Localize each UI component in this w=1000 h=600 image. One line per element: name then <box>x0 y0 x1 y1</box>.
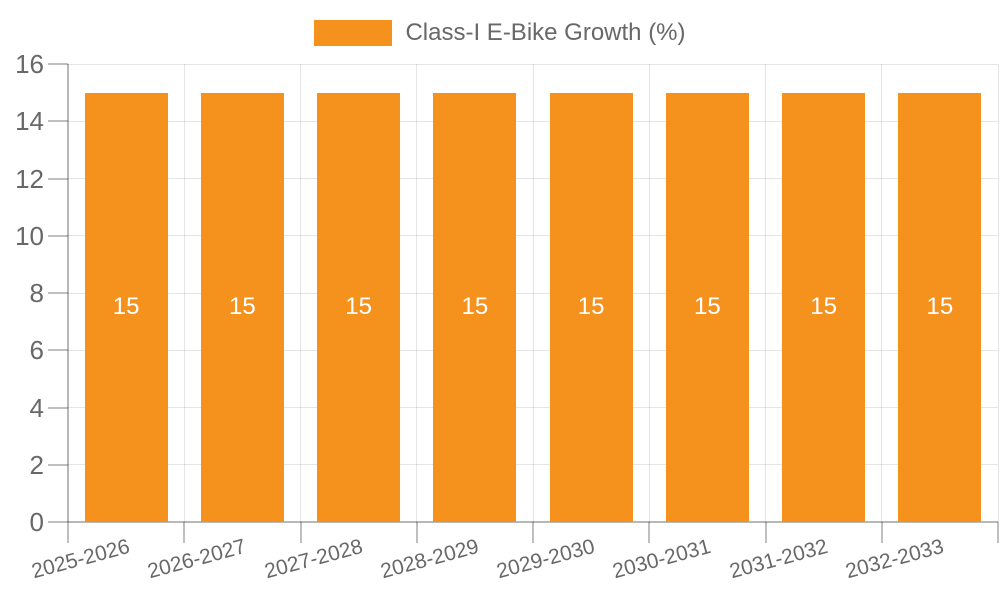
y-tick-label: 12 <box>15 163 44 194</box>
x-gridline <box>300 64 301 522</box>
bar[interactable] <box>898 92 982 522</box>
y-gridline <box>68 235 998 237</box>
y-tick-label: 6 <box>29 335 44 366</box>
bar-value-label: 15 <box>694 293 721 321</box>
bar-value-label: 15 <box>229 293 256 321</box>
y-tick-mark <box>48 349 68 352</box>
bar-value-label: 15 <box>577 293 605 321</box>
bar-value-label: 15 <box>112 293 140 321</box>
x-tick-mark <box>299 522 302 543</box>
legend-swatch <box>314 20 393 46</box>
y-gridline <box>68 63 998 65</box>
bar-value-label: 15 <box>926 293 954 321</box>
y-tick-mark <box>48 234 68 237</box>
x-tick-mark <box>67 522 69 543</box>
y-tick-label: 4 <box>29 392 44 423</box>
x-tick-mark <box>648 522 651 543</box>
y-gridline <box>68 464 998 466</box>
x-gridline <box>881 64 883 522</box>
y-tick-label: 10 <box>15 220 44 251</box>
bar[interactable] <box>549 92 633 522</box>
x-axis-line <box>68 521 998 523</box>
x-tick-mark <box>997 522 999 543</box>
x-gridline <box>183 64 185 522</box>
y-tick-mark <box>48 521 68 523</box>
y-axis-line <box>67 64 69 522</box>
y-tick-mark <box>48 292 68 294</box>
y-tick-label: 0 <box>29 507 44 537</box>
x-gridline <box>997 64 999 522</box>
x-gridline <box>532 64 534 522</box>
bar[interactable] <box>433 92 517 522</box>
y-tick-mark <box>48 177 68 180</box>
bar-value-label: 15 <box>461 293 489 321</box>
y-tick-mark <box>48 63 68 65</box>
y-gridline <box>68 349 998 351</box>
y-gridline <box>68 292 998 294</box>
bar[interactable] <box>317 92 401 522</box>
x-gridline <box>416 64 418 522</box>
bar-value-label: 15 <box>345 293 372 321</box>
y-tick-label: 2 <box>29 449 44 480</box>
y-gridline <box>68 120 998 122</box>
y-tick-label: 8 <box>29 278 44 308</box>
y-tick-label: 14 <box>15 106 44 137</box>
x-tick-mark <box>764 522 767 543</box>
y-tick-mark <box>48 406 68 409</box>
y-tick-mark <box>48 120 68 123</box>
bar[interactable] <box>84 92 168 522</box>
bar-value-label: 15 <box>810 293 837 321</box>
x-tick-mark <box>415 522 418 543</box>
x-gridline <box>648 64 650 522</box>
legend-label: Class-I E-Bike Growth (%) <box>405 19 686 46</box>
legend[interactable]: Class-I E-Bike Growth (%) <box>0 19 1000 47</box>
y-gridline <box>68 407 998 408</box>
x-gridline <box>765 64 766 522</box>
y-tick-label: 16 <box>15 49 44 79</box>
y-gridline <box>68 178 998 179</box>
bar[interactable] <box>200 92 284 522</box>
x-tick-mark <box>532 522 534 543</box>
y-tick-mark <box>48 463 68 466</box>
bar[interactable] <box>665 92 749 522</box>
bar[interactable] <box>782 92 866 522</box>
x-tick-mark <box>880 522 883 543</box>
x-tick-mark <box>183 522 186 543</box>
